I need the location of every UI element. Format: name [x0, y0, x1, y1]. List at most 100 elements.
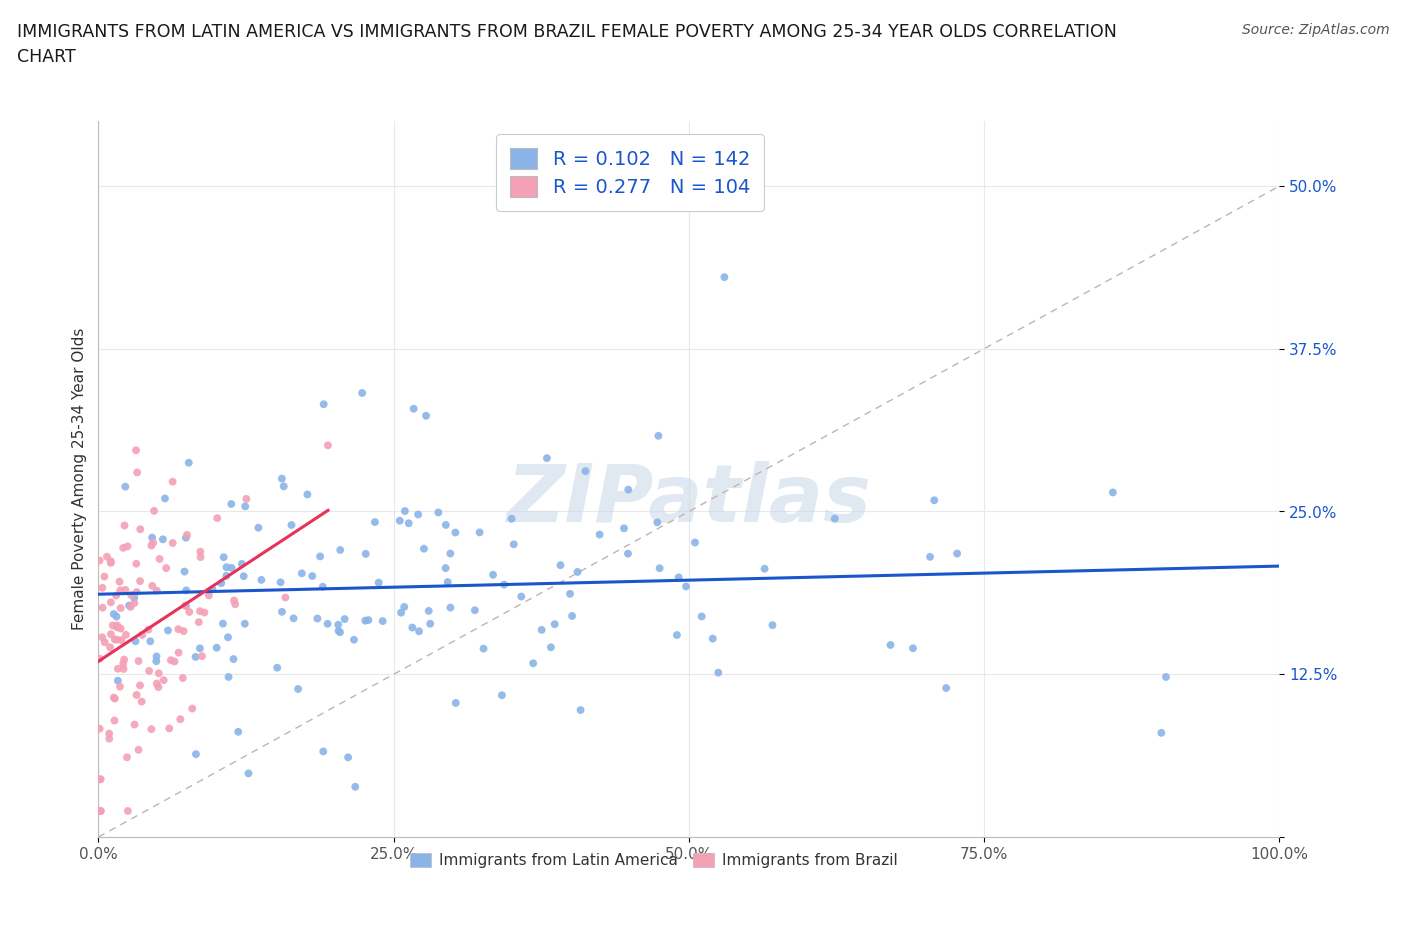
Point — [110, 601, 132, 616]
Point — [141, 530, 163, 545]
Point — [152, 672, 174, 687]
Point — [274, 590, 297, 604]
Point — [93, 569, 115, 584]
Point — [266, 660, 288, 675]
Point — [226, 724, 249, 739]
Point — [187, 615, 209, 630]
Point — [344, 779, 367, 794]
Point — [148, 680, 170, 695]
Point — [89, 772, 111, 787]
Point — [502, 537, 524, 551]
Point — [112, 540, 135, 555]
Point — [205, 640, 228, 655]
Point — [157, 721, 180, 736]
Point — [1102, 485, 1125, 500]
Point — [124, 634, 146, 649]
Point — [89, 804, 111, 818]
Point — [231, 556, 253, 571]
Point — [152, 532, 174, 547]
Point — [328, 618, 350, 632]
Point — [98, 640, 121, 655]
Point — [312, 397, 335, 412]
Point — [91, 630, 114, 644]
Point — [212, 550, 235, 565]
Point — [141, 578, 163, 593]
Point — [100, 627, 122, 642]
Point — [129, 678, 152, 693]
Point — [174, 530, 197, 545]
Point — [110, 621, 132, 636]
Point — [357, 613, 380, 628]
Point — [100, 555, 122, 570]
Point — [124, 717, 146, 732]
Point — [413, 541, 436, 556]
Point — [713, 270, 735, 285]
Point — [176, 527, 198, 542]
Point — [444, 525, 467, 540]
Point — [415, 408, 437, 423]
Point — [648, 561, 671, 576]
Point — [761, 618, 783, 632]
Point — [754, 562, 776, 577]
Point — [434, 561, 457, 576]
Point — [101, 618, 124, 632]
Point — [115, 628, 138, 643]
Point — [125, 556, 148, 571]
Point — [343, 632, 366, 647]
Point — [103, 606, 125, 621]
Point — [389, 605, 412, 620]
Point — [222, 593, 245, 608]
Point — [613, 521, 636, 536]
Point — [468, 525, 491, 539]
Point — [143, 503, 166, 518]
Point — [522, 656, 544, 671]
Point — [184, 747, 207, 762]
Point — [105, 619, 128, 634]
Point — [201, 582, 224, 597]
Point — [550, 558, 572, 573]
Point — [141, 722, 163, 737]
Point — [401, 620, 423, 635]
Point — [312, 744, 335, 759]
Point — [233, 617, 256, 631]
Point — [89, 721, 111, 736]
Point — [104, 691, 127, 706]
Point — [690, 609, 713, 624]
Point — [155, 561, 177, 576]
Point — [221, 561, 243, 576]
Point — [110, 583, 132, 598]
Point — [501, 512, 523, 526]
Point — [536, 451, 558, 466]
Point — [105, 609, 128, 624]
Point — [207, 511, 229, 525]
Point — [291, 566, 314, 581]
Point — [271, 604, 294, 619]
Point — [138, 663, 160, 678]
Point — [127, 465, 149, 480]
Point — [125, 687, 148, 702]
Point — [107, 673, 129, 688]
Point — [115, 750, 138, 764]
Point — [371, 614, 394, 629]
Point — [100, 553, 122, 568]
Point — [434, 517, 457, 532]
Point — [588, 527, 610, 542]
Point — [647, 429, 669, 444]
Point — [129, 574, 152, 589]
Point — [935, 681, 957, 696]
Point — [367, 575, 389, 590]
Point — [177, 456, 200, 471]
Point — [569, 703, 592, 718]
Point — [117, 804, 139, 818]
Point — [146, 676, 169, 691]
Point — [418, 604, 440, 618]
Point — [156, 623, 179, 638]
Point — [212, 617, 235, 631]
Point — [617, 483, 640, 498]
Point — [247, 520, 270, 535]
Point — [436, 575, 458, 590]
Point — [90, 772, 112, 787]
Point — [879, 638, 901, 653]
Point — [114, 518, 136, 533]
Point — [683, 535, 706, 550]
